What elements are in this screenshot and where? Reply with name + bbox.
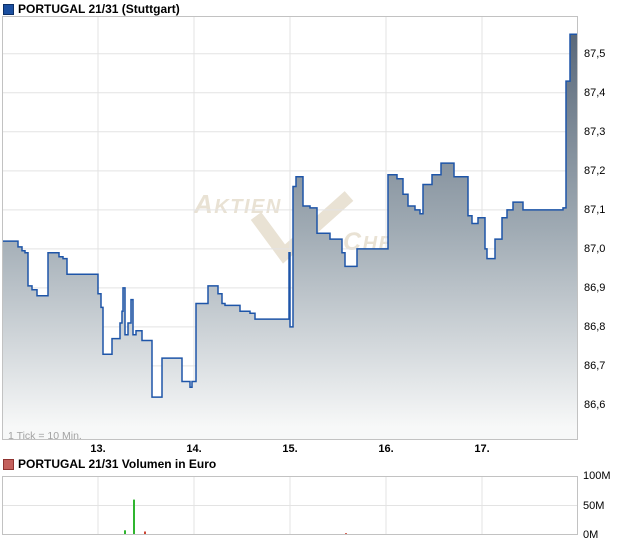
price-y-tick-label: 87,2	[584, 165, 606, 177]
svg-text:AKTIEN: AKTIEN	[193, 189, 282, 219]
price-y-tick-label: 86,9	[584, 282, 606, 294]
date-tick-label: 15.	[282, 443, 298, 455]
price-y-tick-label: 87,4	[584, 87, 606, 99]
price-y-tick-label: 86,7	[584, 360, 606, 372]
volume-y-tick-label: 0M	[583, 529, 599, 541]
price-chart-plot: AKTIENCHECK	[2, 16, 578, 440]
volume-chart-title: PORTUGAL 21/31 Volumen in Euro	[18, 457, 217, 471]
tick-interval-note: 1 Tick = 10 Min.	[8, 430, 82, 442]
volume-chart-header: PORTUGAL 21/31 Volumen in Euro	[3, 457, 216, 471]
volume-y-tick-label: 100M	[583, 470, 611, 482]
price-legend-swatch-icon	[3, 3, 14, 15]
volume-chart-plot	[2, 476, 578, 535]
volume-legend-swatch-icon	[3, 458, 14, 470]
watermark-check-icon	[250, 191, 354, 264]
price-y-tick-label: 87,0	[584, 243, 606, 255]
date-tick-label: 16.	[378, 443, 394, 455]
price-chart-title: PORTUGAL 21/31 (Stuttgart)	[18, 2, 180, 16]
date-tick-label: 14.	[186, 443, 202, 455]
volume-y-tick-label: 50M	[583, 500, 605, 512]
date-tick-label: 13.	[90, 443, 106, 455]
price-y-tick-label: 87,1	[584, 204, 606, 216]
price-chart-header: PORTUGAL 21/31 (Stuttgart)	[3, 2, 180, 16]
price-y-tick-label: 86,6	[584, 399, 606, 411]
price-y-tick-label: 87,5	[584, 48, 606, 60]
price-y-tick-label: 86,8	[584, 321, 606, 333]
date-tick-label: 17.	[474, 443, 490, 455]
price-y-tick-label: 87,3	[584, 126, 606, 138]
